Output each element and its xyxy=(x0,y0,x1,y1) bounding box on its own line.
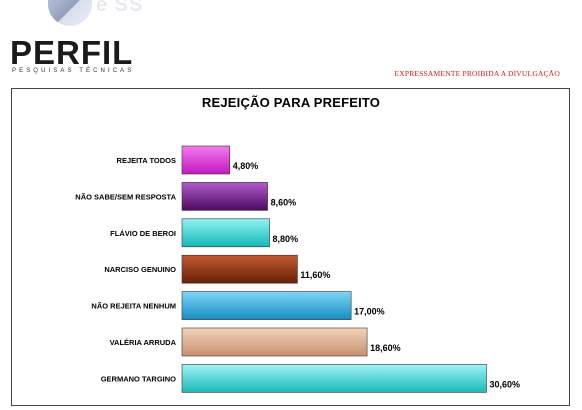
data-label: 17,00% xyxy=(354,307,385,317)
data-label: 18,60% xyxy=(370,343,401,353)
category-label: NÃO REJEITA NENHUM xyxy=(91,302,176,311)
logo-tagline: PESQUISAS TÉCNICAS xyxy=(12,68,135,74)
category-label: VALÉRIA ARRUDA xyxy=(110,338,177,347)
data-label: 11,60% xyxy=(300,270,330,280)
confidentiality-notice: EXPRESSAMENTE PROIBIDA A DIVULGAÇÃO xyxy=(394,69,560,78)
bar xyxy=(181,182,268,211)
category-label: NÃO SABE/SEM RESPOSTA xyxy=(75,192,176,201)
logo-watermark: e SS xyxy=(96,0,144,16)
category-label: NARCISO GENUINO xyxy=(104,265,176,274)
bar xyxy=(181,291,352,320)
report-header: e SS PERFIL PESQUISAS TÉCNICAS EXPRESSAM… xyxy=(0,0,582,88)
logo-name: PERFIL xyxy=(10,34,134,71)
category-label: REJEITA TODOS xyxy=(117,156,176,165)
bar xyxy=(181,364,487,393)
data-label: 8,80% xyxy=(273,234,299,244)
data-label: 30,60% xyxy=(489,379,520,389)
bar xyxy=(181,145,231,175)
category-label: GERMANO TARGINO xyxy=(101,374,176,383)
data-label: 4,80% xyxy=(233,161,259,171)
bar xyxy=(181,254,298,284)
category-label: FLÁVIO DE BEROI xyxy=(110,229,176,238)
chart-title: REJEIÇÃO PARA PREFEITO xyxy=(201,95,381,110)
bar xyxy=(181,327,368,357)
data-label: 8,60% xyxy=(271,197,297,207)
bar xyxy=(181,218,270,248)
